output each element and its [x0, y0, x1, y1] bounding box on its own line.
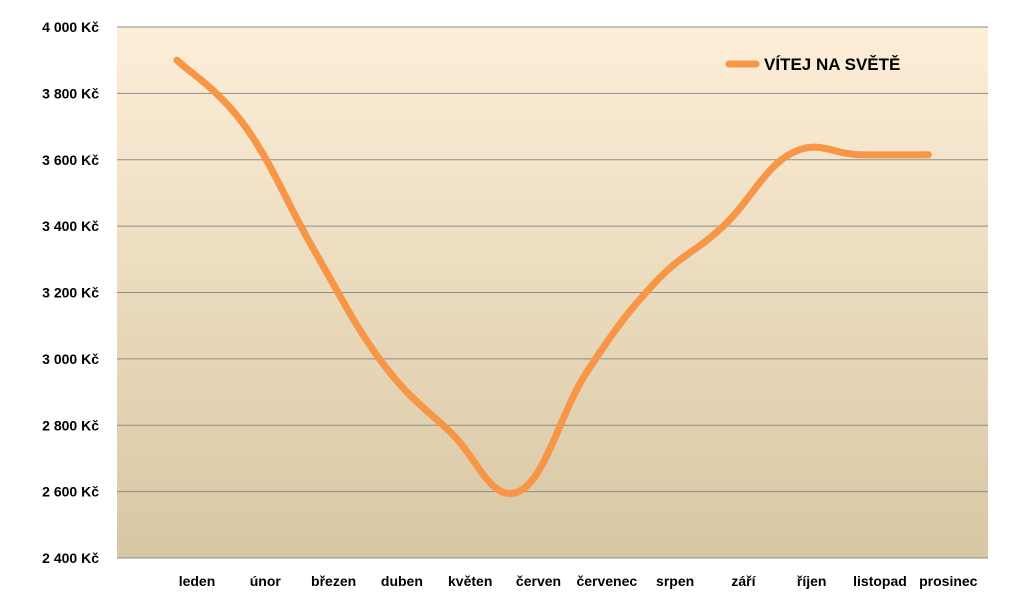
x-tick-label: leden	[179, 573, 216, 589]
data-point	[176, 59, 178, 61]
x-tick-label: březen	[311, 573, 356, 589]
data-point	[313, 248, 315, 250]
y-tick-label: 2 400 Kč	[42, 550, 99, 566]
data-point	[586, 371, 588, 373]
y-tick-label: 3 400 Kč	[42, 218, 99, 234]
y-tick-label: 2 600 Kč	[42, 484, 99, 500]
x-tick-label: srpen	[656, 573, 694, 589]
series-layer	[173, 56, 932, 497]
data-point	[654, 282, 656, 284]
x-tick-label: květen	[448, 573, 492, 589]
gridlines	[117, 26, 988, 559]
x-tick-label: duben	[381, 573, 423, 589]
x-tick-label: prosinec	[919, 573, 978, 589]
data-point	[927, 154, 929, 156]
y-tick-label: 3 000 Kč	[42, 351, 99, 367]
data-point	[449, 431, 451, 433]
y-axis-ticks: 4 000 Kč 3 800 Kč 3 600 Kč 3 400 Kč 3 200 Kč…	[42, 19, 99, 566]
x-tick-label: červenec	[576, 573, 637, 589]
x-tick-label: červen	[516, 573, 561, 589]
data-point	[791, 152, 793, 154]
legend-label: VÍTEJ NA SVĚTĚ	[764, 55, 900, 74]
x-tick-label: říjen	[797, 573, 827, 589]
series-line	[173, 56, 932, 497]
x-axis-ticks: leden únor březen duben květen červen červenec…	[179, 573, 978, 589]
y-tick-label: 3 200 Kč	[42, 285, 99, 301]
data-point	[722, 225, 724, 227]
x-tick-label: listopad	[853, 573, 907, 589]
x-tick-label: únor	[250, 573, 282, 589]
y-tick-label: 4 000 Kč	[42, 19, 99, 35]
legend: VÍTEJ NA SVĚTĚ	[725, 55, 900, 74]
y-tick-label: 3 600 Kč	[42, 152, 99, 168]
y-tick-label: 2 800 Kč	[42, 417, 99, 433]
x-tick-label: září	[731, 573, 756, 589]
data-point	[244, 126, 246, 128]
y-tick-label: 3 800 Kč	[42, 85, 99, 101]
data-point	[859, 154, 861, 156]
data-point	[518, 491, 519, 493]
data-point	[381, 361, 383, 363]
